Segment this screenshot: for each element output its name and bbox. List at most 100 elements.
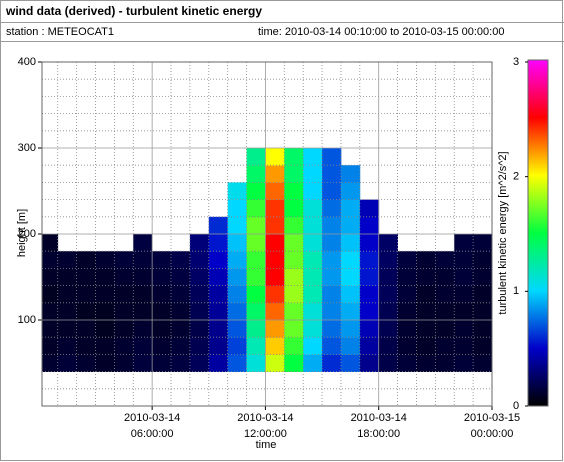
heat-cell: [76, 251, 96, 269]
heat-cell: [322, 251, 342, 269]
heat-cell: [378, 337, 398, 355]
heat-cell: [76, 285, 96, 304]
heat-cell: [303, 251, 323, 269]
heat-cell: [340, 216, 361, 235]
heat-cell: [303, 182, 323, 200]
heat-cell: [152, 268, 172, 286]
colorbar-label: turbulent kinetic energy [m^2/s^2]: [497, 151, 509, 314]
heat-cell: [171, 354, 191, 372]
y-axis-label: height [m]: [16, 209, 28, 257]
heat-cell: [133, 234, 153, 252]
heat-cell: [265, 354, 285, 372]
heat-cell: [76, 302, 96, 321]
heat-cell: [95, 268, 115, 286]
heat-cell: [42, 234, 59, 252]
heat-cell: [95, 251, 115, 269]
colorbar-tick-label: 1: [513, 285, 519, 297]
heat-cell: [95, 320, 115, 338]
heat-cell: [189, 320, 210, 338]
heat-cell: [473, 234, 493, 252]
heat-cell: [114, 268, 134, 286]
heat-cell: [303, 234, 323, 252]
heat-cell: [322, 199, 342, 218]
heat-cell: [435, 302, 455, 321]
heat-cell: [322, 354, 342, 372]
heat-cell: [359, 337, 380, 355]
heat-cell: [208, 302, 229, 321]
heat-cell: [265, 251, 285, 269]
heat-cell: [284, 337, 304, 355]
heat-cell: [76, 320, 96, 338]
heat-cell: [57, 285, 78, 304]
heat-cell: [57, 354, 78, 372]
heat-cell: [359, 285, 380, 304]
heat-cell: [57, 251, 78, 269]
heat-cell: [416, 320, 436, 338]
heat-cell: [378, 234, 398, 252]
heat-cell: [322, 216, 342, 235]
heat-cell: [284, 165, 304, 183]
heat-cell: [473, 251, 493, 269]
heat-cell: [152, 354, 172, 372]
heat-cell: [397, 268, 417, 286]
heat-cell: [378, 285, 398, 304]
title: wind data (derived) - turbulent kinetic …: [5, 4, 262, 18]
heat-cell: [189, 251, 210, 269]
heat-cell: [246, 216, 266, 235]
heat-cell: [265, 182, 285, 200]
heat-cell: [284, 234, 304, 252]
heat-cell: [265, 148, 285, 166]
heat-cell: [359, 199, 380, 218]
heat-cell: [416, 354, 436, 372]
heat-cell: [322, 165, 342, 183]
y-tick-label: 400: [18, 56, 36, 68]
heat-cell: [246, 337, 266, 355]
heat-cell: [42, 285, 59, 304]
heat-cell: [189, 234, 210, 252]
heat-cell: [473, 354, 493, 372]
heat-cell: [284, 199, 304, 218]
heat-cell: [114, 337, 134, 355]
heat-cell: [435, 268, 455, 286]
heat-cell: [189, 302, 210, 321]
heat-cell: [284, 182, 304, 200]
heat-cell: [95, 354, 115, 372]
heat-cell: [359, 251, 380, 269]
heat-cell: [171, 285, 191, 304]
heat-cell: [133, 268, 153, 286]
heat-cell: [340, 285, 361, 304]
heat-cell: [133, 354, 153, 372]
x-axis-label: time: [256, 439, 277, 451]
heat-cell: [303, 199, 323, 218]
colorbar-tick-label: 3: [513, 56, 519, 68]
colorbar-tick-label: 0: [513, 400, 519, 412]
heat-cell: [189, 337, 210, 355]
heat-cell: [208, 268, 229, 286]
heat-cell: [42, 354, 59, 372]
heat-cell: [322, 302, 342, 321]
heat-cell: [265, 320, 285, 338]
heat-cell: [378, 251, 398, 269]
station: station : METEOCAT1: [6, 26, 114, 38]
heat-cell: [133, 337, 153, 355]
heat-cell: [397, 320, 417, 338]
heat-cell: [435, 251, 455, 269]
heat-cell: [133, 251, 153, 269]
heat-cell: [359, 234, 380, 252]
heat-cell: [246, 148, 266, 166]
heat-cell: [340, 182, 361, 200]
heat-cell: [473, 302, 493, 321]
heat-cell: [340, 320, 361, 338]
heat-cell: [284, 320, 304, 338]
heat-cell: [454, 268, 474, 286]
heat-cell: [114, 251, 134, 269]
heat-cell: [454, 285, 474, 304]
heat-cell: [171, 320, 191, 338]
heat-cell: [171, 337, 191, 355]
heat-cell: [359, 216, 380, 235]
heat-cell: [473, 268, 493, 286]
heat-cell: [454, 320, 474, 338]
heat-cell: [95, 302, 115, 321]
heat-cell: [322, 320, 342, 338]
heat-cell: [208, 234, 229, 252]
